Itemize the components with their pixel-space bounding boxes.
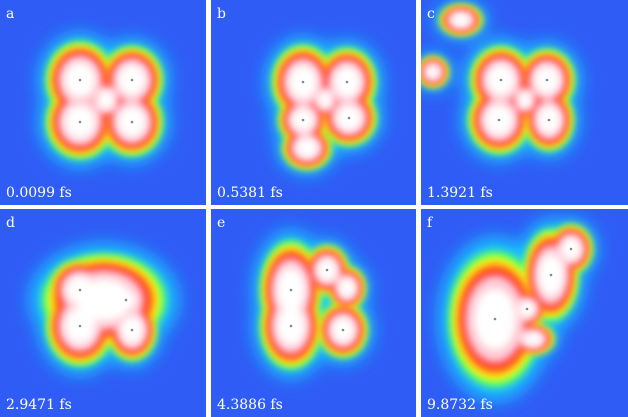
nucleus	[549, 273, 553, 277]
nucleus	[347, 116, 351, 120]
nucleus	[301, 118, 305, 122]
nucleus	[78, 78, 82, 82]
nucleus	[301, 80, 305, 84]
panel: e 4.3886 fs	[211, 209, 416, 417]
time-label: 0.0099 fs	[6, 185, 72, 201]
blob	[451, 13, 471, 27]
time-label: 1.3921 fs	[427, 185, 493, 201]
nucleus	[124, 298, 128, 302]
nucleus	[569, 247, 573, 251]
blob	[338, 278, 356, 298]
time-label: 9.8732 fs	[427, 397, 493, 413]
nucleus	[525, 307, 529, 311]
panel-label: e	[217, 215, 225, 231]
time-label: 0.5381 fs	[217, 185, 283, 201]
nucleus	[289, 324, 293, 328]
panel-label: b	[217, 6, 226, 22]
density-map	[421, 209, 628, 417]
blob	[295, 138, 319, 158]
panel-label: d	[6, 215, 15, 231]
nucleus	[497, 118, 501, 122]
nucleus	[345, 80, 349, 84]
density-map	[0, 209, 206, 417]
nucleus	[545, 78, 549, 82]
panel: a 0.0099 fs	[0, 0, 206, 205]
panel-label: c	[427, 6, 435, 22]
nucleus	[130, 328, 134, 332]
panel: f 9.8732 fs	[421, 209, 628, 417]
nucleus	[493, 317, 497, 321]
blob	[76, 279, 132, 321]
nucleus	[547, 118, 551, 122]
contour-layer	[426, 13, 561, 136]
panel-label: a	[6, 6, 14, 22]
density-map	[421, 0, 628, 205]
time-label: 2.9471 fs	[6, 397, 72, 413]
density-map	[211, 209, 416, 417]
blob	[518, 91, 532, 109]
blob	[97, 90, 115, 110]
nucleus	[130, 120, 134, 124]
contour-layer	[465, 233, 585, 363]
panel: d 2.9471 fs	[0, 209, 206, 417]
blob	[426, 65, 440, 79]
nucleus	[289, 288, 293, 292]
nucleus	[325, 268, 329, 272]
nucleus	[130, 78, 134, 82]
time-label: 4.3886 fs	[217, 397, 283, 413]
blob	[318, 91, 332, 109]
blob	[523, 332, 543, 346]
nucleus	[78, 324, 82, 328]
density-map	[0, 0, 206, 205]
panel-label: f	[427, 215, 434, 231]
nucleus	[78, 120, 82, 124]
panel: c 1.3921 fs	[421, 0, 628, 205]
nucleus	[78, 288, 82, 292]
nucleus	[341, 328, 345, 332]
nucleus	[499, 78, 503, 82]
panel: b 0.5381 fs	[211, 0, 416, 205]
density-map	[211, 0, 416, 205]
